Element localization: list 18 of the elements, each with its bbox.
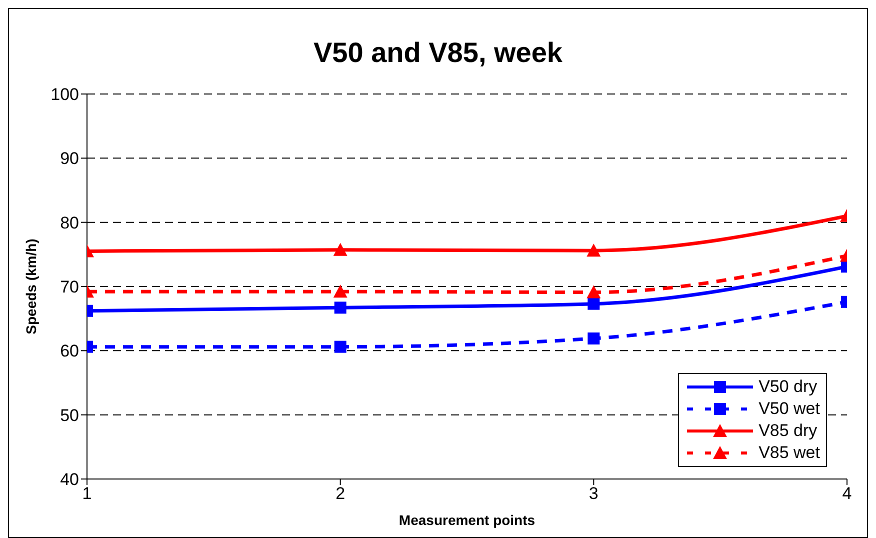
legend-label: V50 wet [758, 399, 820, 419]
x-tick-label: 4 [842, 484, 852, 504]
y-tick-label: 80 [60, 213, 79, 232]
y-tick-label: 40 [60, 470, 79, 490]
legend-label: V85 dry [758, 421, 818, 441]
y-axis-title: Speeds (km/h) [22, 238, 39, 334]
x-tick-label: 1 [82, 484, 92, 504]
legend-label: V85 wet [758, 443, 820, 463]
x-tick-label: 3 [588, 484, 598, 504]
y-tick-label: 100 [50, 85, 79, 104]
y-tick-label: 90 [60, 149, 79, 168]
y-tick-label: 50 [60, 406, 79, 425]
chart-title: V50 and V85, week [312, 37, 564, 69]
legend-label: V50 dry [758, 377, 818, 397]
x-axis-title: Measurement points [398, 512, 536, 528]
y-tick-label: 70 [60, 278, 79, 297]
x-tick-label: 2 [336, 484, 346, 504]
y-tick-label: 60 [60, 342, 79, 361]
